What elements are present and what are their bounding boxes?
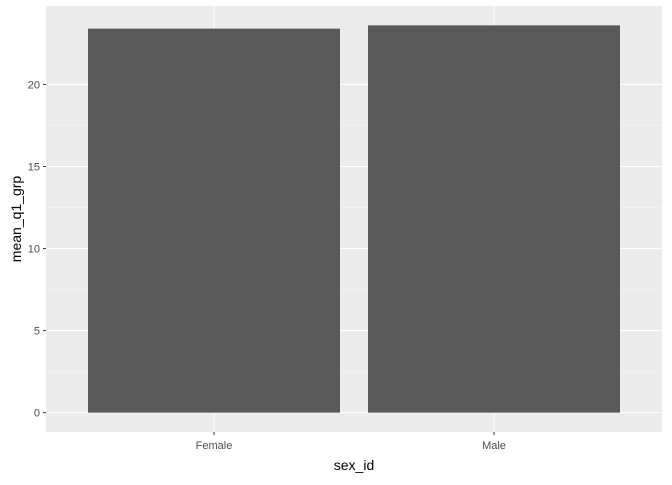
x-tick-label-male: Male: [482, 440, 506, 452]
y-tick-label: 10: [28, 244, 40, 256]
y-tick-label: 5: [34, 326, 40, 338]
y-tick-label: 20: [28, 79, 40, 91]
y-tick-label: 0: [34, 408, 40, 420]
y-axis: 0 5 10 15 20: [28, 79, 46, 420]
bar-female: [88, 28, 340, 413]
y-axis-title: mean_q1_grp: [8, 176, 24, 263]
bar-male: [368, 25, 620, 413]
y-tick-label: 15: [28, 161, 40, 173]
x-axis-title: sex_id: [334, 457, 374, 473]
bars: [88, 25, 620, 413]
x-axis: Female Male: [196, 432, 506, 452]
x-tick-label-female: Female: [196, 440, 233, 452]
